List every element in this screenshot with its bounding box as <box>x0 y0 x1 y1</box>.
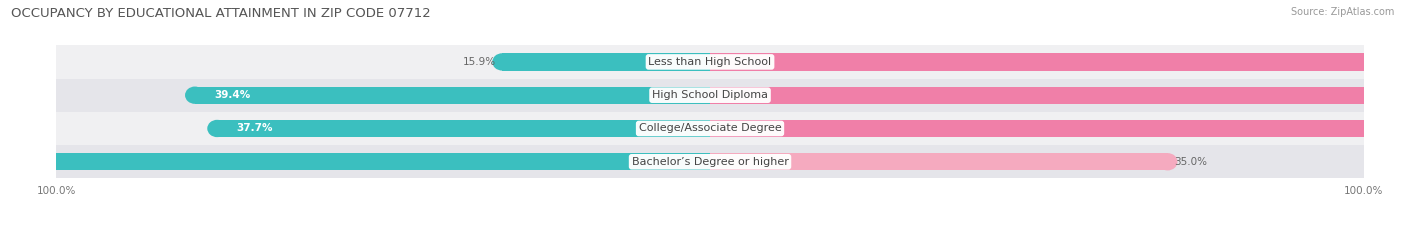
Bar <box>56 145 1364 178</box>
Text: Bachelor’s Degree or higher: Bachelor’s Degree or higher <box>631 157 789 167</box>
Bar <box>710 86 1406 104</box>
Bar <box>56 112 1364 145</box>
Bar <box>0 153 710 170</box>
Text: Less than High School: Less than High School <box>648 57 772 67</box>
Bar <box>710 153 1167 170</box>
Bar <box>710 120 1406 137</box>
Text: 15.9%: 15.9% <box>463 57 495 67</box>
Text: 39.4%: 39.4% <box>215 90 250 100</box>
Ellipse shape <box>207 120 226 137</box>
Ellipse shape <box>1159 153 1177 170</box>
Text: High School Diploma: High School Diploma <box>652 90 768 100</box>
Bar <box>217 120 710 137</box>
Ellipse shape <box>186 86 205 104</box>
Text: 35.0%: 35.0% <box>1174 157 1208 167</box>
Text: OCCUPANCY BY EDUCATIONAL ATTAINMENT IN ZIP CODE 07712: OCCUPANCY BY EDUCATIONAL ATTAINMENT IN Z… <box>11 7 432 20</box>
Ellipse shape <box>492 53 512 71</box>
Bar <box>710 53 1406 71</box>
Bar <box>195 86 710 104</box>
Text: College/Associate Degree: College/Associate Degree <box>638 123 782 134</box>
Bar <box>502 53 710 71</box>
Text: 37.7%: 37.7% <box>236 123 273 134</box>
Text: Source: ZipAtlas.com: Source: ZipAtlas.com <box>1291 7 1395 17</box>
Bar <box>56 79 1364 112</box>
Bar <box>56 45 1364 79</box>
